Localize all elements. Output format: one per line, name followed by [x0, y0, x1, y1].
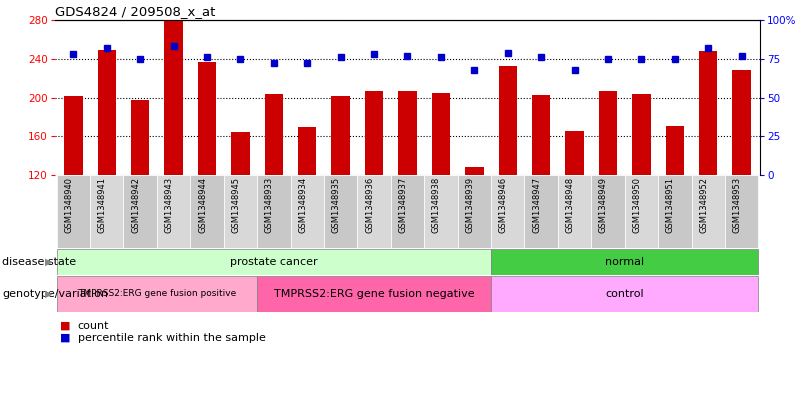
Bar — [625, 175, 658, 248]
Text: normal: normal — [605, 257, 644, 267]
Text: GSM1348942: GSM1348942 — [131, 177, 140, 233]
Text: GSM1348938: GSM1348938 — [432, 177, 441, 233]
Text: GSM1348952: GSM1348952 — [699, 177, 708, 233]
Text: GSM1348946: GSM1348946 — [499, 177, 508, 233]
Text: ■: ■ — [60, 333, 70, 343]
Bar — [290, 175, 324, 248]
Bar — [265, 94, 283, 175]
Text: disease state: disease state — [2, 257, 76, 267]
Text: percentile rank within the sample: percentile rank within the sample — [77, 333, 266, 343]
Bar — [190, 175, 223, 248]
Bar — [499, 66, 517, 175]
Bar — [725, 175, 758, 248]
Bar — [64, 95, 82, 175]
Bar — [425, 175, 457, 248]
Bar — [257, 276, 491, 312]
Text: GSM1348951: GSM1348951 — [666, 177, 675, 233]
Text: GSM1348949: GSM1348949 — [599, 177, 608, 233]
Bar — [164, 21, 183, 175]
Text: GSM1348941: GSM1348941 — [98, 177, 107, 233]
Bar — [692, 175, 725, 248]
Bar — [699, 51, 717, 175]
Text: GSM1348948: GSM1348948 — [566, 177, 575, 233]
Bar — [331, 95, 350, 175]
Text: TMPRSS2:ERG gene fusion negative: TMPRSS2:ERG gene fusion negative — [274, 289, 474, 299]
Text: GSM1348945: GSM1348945 — [231, 177, 240, 233]
Text: GSM1348935: GSM1348935 — [332, 177, 341, 233]
Bar — [131, 100, 149, 175]
Text: control: control — [606, 289, 644, 299]
Bar — [457, 175, 491, 248]
Text: GSM1348933: GSM1348933 — [265, 177, 274, 233]
Text: GSM1348936: GSM1348936 — [365, 177, 374, 233]
Bar — [524, 175, 558, 248]
Text: GSM1348943: GSM1348943 — [164, 177, 174, 233]
Bar — [632, 94, 650, 175]
Text: ■: ■ — [60, 321, 70, 331]
Bar — [97, 50, 116, 175]
Bar — [658, 175, 692, 248]
Bar — [90, 175, 124, 248]
Text: GSM1348934: GSM1348934 — [298, 177, 307, 233]
Text: GSM1348937: GSM1348937 — [398, 177, 408, 233]
Text: GSM1348944: GSM1348944 — [198, 177, 207, 233]
Text: GSM1348939: GSM1348939 — [465, 177, 474, 233]
Bar — [157, 175, 190, 248]
Bar — [57, 249, 491, 275]
Bar — [257, 175, 290, 248]
Bar — [666, 126, 684, 175]
Bar — [198, 62, 216, 175]
Bar — [491, 175, 524, 248]
Text: GSM1348950: GSM1348950 — [632, 177, 642, 233]
Bar — [391, 175, 425, 248]
Bar — [465, 167, 484, 175]
Bar — [565, 131, 584, 175]
Bar — [57, 276, 257, 312]
Bar — [733, 70, 751, 175]
Text: GDS4824 / 209508_x_at: GDS4824 / 209508_x_at — [55, 5, 215, 18]
Text: ▶: ▶ — [45, 289, 52, 299]
Bar — [432, 93, 450, 175]
Text: ▶: ▶ — [45, 257, 52, 267]
Bar — [591, 175, 625, 248]
Bar — [398, 91, 417, 175]
Text: genotype/variation: genotype/variation — [2, 289, 108, 299]
Bar — [124, 175, 157, 248]
Bar — [558, 175, 591, 248]
Text: count: count — [77, 321, 109, 331]
Bar — [598, 91, 617, 175]
Bar — [231, 132, 250, 175]
Text: prostate cancer: prostate cancer — [230, 257, 318, 267]
Text: TMPRSS2:ERG gene fusion positive: TMPRSS2:ERG gene fusion positive — [77, 290, 236, 299]
Bar — [365, 91, 383, 175]
Text: GSM1348940: GSM1348940 — [65, 177, 73, 233]
Bar — [57, 175, 90, 248]
Bar — [223, 175, 257, 248]
Bar — [532, 95, 551, 175]
Text: GSM1348953: GSM1348953 — [733, 177, 741, 233]
Bar — [491, 249, 758, 275]
Text: GSM1348947: GSM1348947 — [532, 177, 541, 233]
Bar — [491, 276, 758, 312]
Bar — [358, 175, 391, 248]
Bar — [298, 127, 317, 175]
Bar — [324, 175, 358, 248]
